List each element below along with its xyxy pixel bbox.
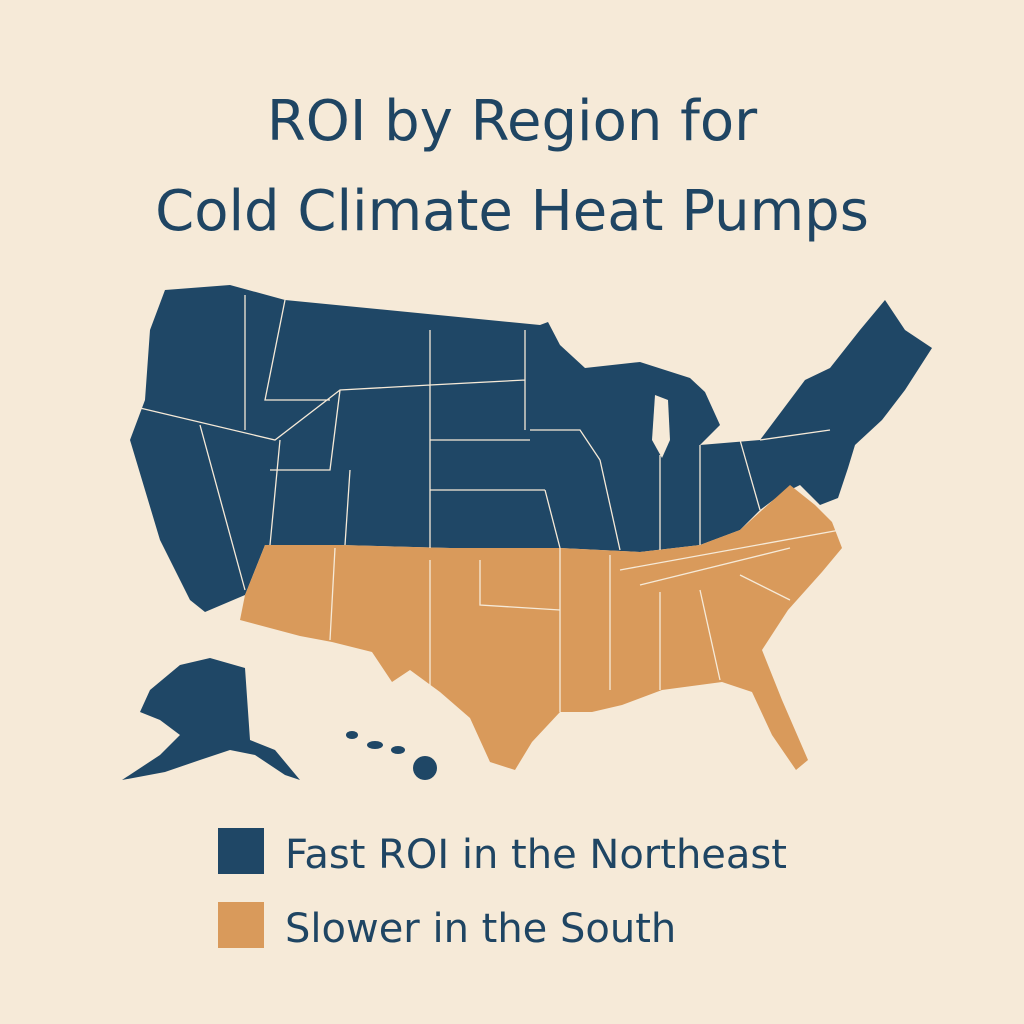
island bbox=[367, 741, 383, 749]
legend: Fast ROI in the Northeast Slower in the … bbox=[218, 828, 787, 952]
island bbox=[346, 731, 358, 739]
legend-swatch bbox=[218, 828, 264, 874]
south-region bbox=[240, 485, 842, 770]
state-borders bbox=[139, 295, 841, 712]
lake-michigan bbox=[652, 395, 670, 458]
legend-label: Slower in the South bbox=[285, 906, 676, 952]
legend-swatch bbox=[218, 902, 264, 948]
state-border bbox=[329, 529, 841, 712]
island bbox=[413, 756, 437, 780]
title-line: ROI by Region for bbox=[267, 89, 758, 154]
hawaii bbox=[346, 731, 437, 780]
legend-label: Fast ROI in the Northeast bbox=[285, 832, 787, 878]
island bbox=[391, 746, 405, 754]
state-border bbox=[139, 295, 831, 591]
north-region bbox=[130, 285, 932, 612]
alaska bbox=[122, 658, 300, 780]
map bbox=[122, 285, 932, 780]
title-line: Cold Climate Heat Pumps bbox=[155, 179, 869, 244]
